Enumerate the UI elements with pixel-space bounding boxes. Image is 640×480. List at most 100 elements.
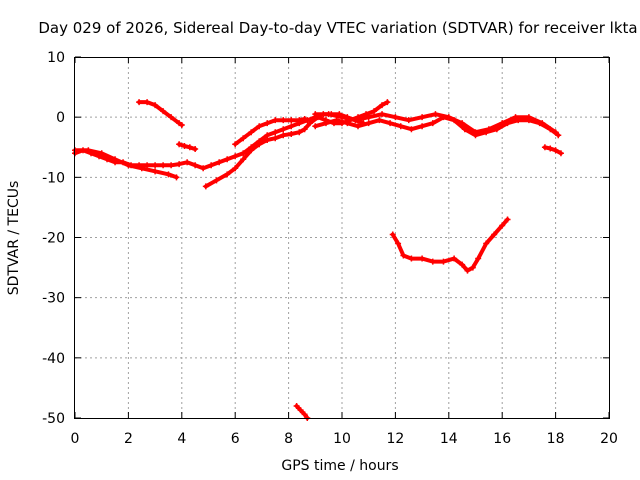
data-point (144, 99, 151, 106)
data-point (288, 117, 295, 124)
series-track-2 (72, 147, 180, 181)
series-track-9 (541, 144, 564, 157)
chart-title: Day 029 of 2026, Sidereal Day-to-day VTE… (38, 19, 637, 37)
data-point (192, 146, 199, 153)
data-point (178, 121, 185, 128)
data-point (240, 135, 247, 142)
data-point (138, 165, 145, 172)
data-point (160, 162, 167, 169)
data-point (557, 150, 564, 157)
data-point (224, 171, 231, 178)
data-point (355, 123, 362, 130)
data-point (280, 126, 287, 133)
data-point (379, 111, 386, 118)
data-point (400, 252, 407, 259)
series-track-8 (312, 111, 559, 136)
data-point (288, 131, 295, 138)
x-tick-label: 20 (600, 431, 618, 447)
data-point (181, 143, 188, 150)
data-point (429, 120, 436, 127)
data-point (165, 171, 172, 178)
x-tick-label: 16 (493, 431, 511, 447)
data-point (168, 114, 175, 121)
data-point (483, 240, 490, 247)
data-point (555, 132, 562, 139)
x-tick-label: 14 (440, 431, 458, 447)
series-line (390, 217, 510, 273)
data-point (365, 120, 372, 127)
data-point (216, 159, 223, 166)
data-point (280, 132, 287, 139)
data-point (184, 159, 191, 166)
x-tick-label: 8 (284, 431, 293, 447)
data-point (389, 231, 396, 238)
data-point (408, 255, 415, 262)
y-axis-label: SDTVAR / TECUs (6, 181, 22, 296)
y-tick-label: -50 (42, 411, 65, 427)
series-line (294, 404, 310, 420)
data-point (472, 129, 479, 136)
data-point (144, 162, 151, 169)
data-point (312, 123, 319, 130)
series-track-4 (176, 141, 199, 153)
data-point (213, 177, 220, 184)
data-point (312, 111, 319, 118)
data-point (512, 114, 519, 121)
data-point (186, 144, 193, 151)
data-point (397, 123, 404, 130)
data-point (301, 411, 308, 418)
data-point (395, 240, 402, 247)
data-point (344, 120, 351, 127)
series-track-10 (389, 216, 511, 274)
data-point (352, 117, 359, 124)
data-point (432, 111, 439, 118)
data-point (272, 117, 279, 124)
data-point (376, 117, 383, 124)
data-point (173, 174, 180, 181)
x-tick-label: 10 (333, 431, 351, 447)
data-point (232, 141, 239, 148)
data-point (301, 115, 308, 122)
data-point (322, 120, 329, 127)
x-axis-label: GPS time / hours (281, 458, 398, 474)
series-layer (72, 99, 564, 421)
data-point (297, 407, 304, 414)
data-point (440, 258, 447, 265)
data-point (264, 120, 271, 127)
data-point (248, 147, 255, 154)
y-tick-label: -20 (42, 231, 65, 247)
data-point (552, 129, 559, 136)
data-point (525, 114, 532, 121)
data-point (264, 137, 271, 144)
x-tick-label: 6 (231, 431, 240, 447)
y-tick-label: -10 (42, 170, 65, 186)
data-point (387, 120, 394, 127)
data-point (152, 168, 159, 175)
data-point (192, 162, 199, 169)
data-point (232, 165, 239, 172)
data-point (445, 114, 452, 121)
x-tick-label: 12 (386, 431, 404, 447)
data-point (464, 267, 471, 274)
data-point (365, 114, 372, 121)
data-point (499, 222, 506, 229)
y-tick-label: 10 (47, 50, 65, 66)
data-point (256, 123, 263, 130)
data-point (392, 114, 399, 121)
data-point (224, 156, 231, 163)
data-point (136, 99, 143, 106)
data-point (408, 126, 415, 133)
data-point (451, 255, 458, 262)
data-point (248, 129, 255, 136)
data-point (419, 255, 426, 262)
data-point (475, 255, 482, 262)
data-point (296, 129, 303, 136)
x-tick-label: 4 (177, 431, 186, 447)
data-point (152, 102, 159, 109)
data-point (125, 162, 132, 169)
data-point (208, 162, 215, 169)
data-point (240, 156, 247, 163)
data-point (272, 135, 279, 142)
data-point (176, 141, 183, 148)
data-point (333, 117, 340, 124)
